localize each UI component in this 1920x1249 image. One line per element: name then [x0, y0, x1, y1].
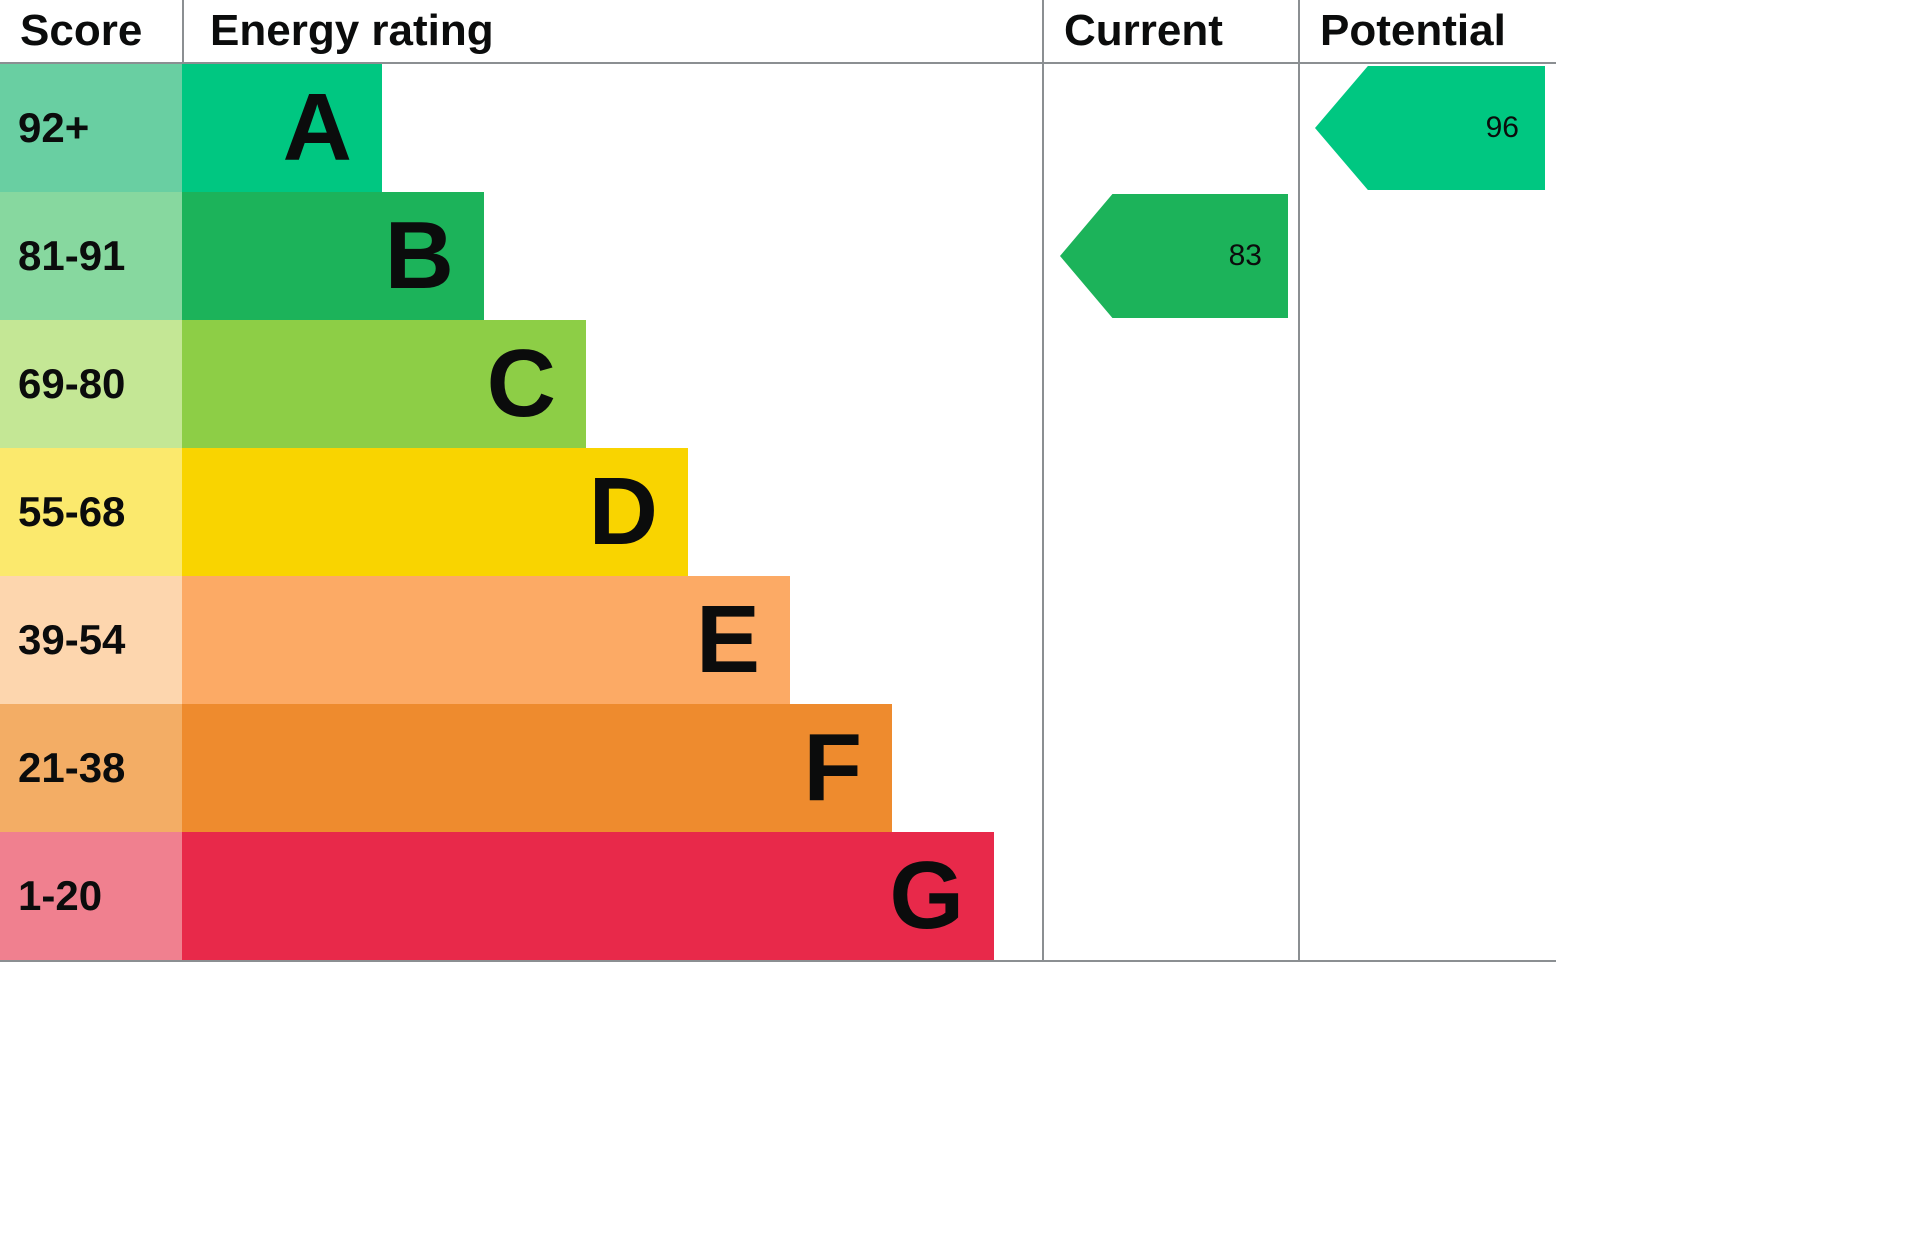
band-row-c: 69-80 C [0, 320, 1556, 448]
potential-rating-arrow: 96 [1315, 66, 1545, 190]
current-cell-g [1042, 832, 1298, 960]
header-current-label: Current [1042, 0, 1298, 62]
band-letter-d: D [588, 458, 658, 565]
band-letter-c: C [486, 330, 556, 437]
rating-bar-d: D [182, 448, 688, 576]
band-letter-g: G [889, 842, 964, 949]
band-score-c: 69-80 [0, 320, 182, 448]
potential-cell-c [1298, 320, 1556, 448]
potential-cell-g [1298, 832, 1556, 960]
band-row-a: 92+ A [0, 64, 1556, 192]
band-letter-b: B [384, 202, 454, 309]
header-potential-label: Potential [1298, 0, 1556, 62]
band-row-g: 1-20 G [0, 832, 1556, 960]
potential-rating-value: 96 [1485, 111, 1519, 144]
current-rating-arrow: 83 [1060, 194, 1288, 318]
header-energy-rating-label: Energy rating [182, 0, 1042, 62]
current-cell-e [1042, 576, 1298, 704]
band-letter-f: F [803, 714, 862, 821]
potential-cell-a [1298, 64, 1556, 192]
band-score-e: 39-54 [0, 576, 182, 704]
potential-cell-d [1298, 448, 1556, 576]
potential-cell-e [1298, 576, 1556, 704]
band-score-d: 55-68 [0, 448, 182, 576]
rating-bar-e: E [182, 576, 790, 704]
current-cell-a [1042, 64, 1298, 192]
band-score-f: 21-38 [0, 704, 182, 832]
header-row: Score Energy rating Current Potential [0, 0, 1556, 64]
rating-bar-a: A [182, 64, 382, 192]
band-score-a: 92+ [0, 64, 182, 192]
band-letter-e: E [695, 586, 760, 693]
band-row-d: 55-68 D [0, 448, 1556, 576]
current-cell-d [1042, 448, 1298, 576]
potential-cell-f [1298, 704, 1556, 832]
epc-energy-rating-chart: Score Energy rating Current Potential 92… [0, 0, 1556, 962]
current-cell-b [1042, 192, 1298, 320]
rating-bar-g: G [182, 832, 994, 960]
band-row-f: 21-38 F [0, 704, 1556, 832]
rating-bar-f: F [182, 704, 892, 832]
epc-chart-body: 92+ A 81-91 B 69-80 [0, 64, 1556, 962]
band-row-e: 39-54 E [0, 576, 1556, 704]
rating-bar-b: B [182, 192, 484, 320]
rating-bar-c: C [182, 320, 586, 448]
header-score-label: Score [20, 6, 143, 55]
band-score-g: 1-20 [0, 832, 182, 960]
current-rating-value: 83 [1228, 239, 1262, 272]
band-letter-a: A [282, 74, 352, 181]
current-cell-f [1042, 704, 1298, 832]
potential-cell-b [1298, 192, 1556, 320]
band-row-b: 81-91 B [0, 192, 1556, 320]
current-cell-c [1042, 320, 1298, 448]
band-score-b: 81-91 [0, 192, 182, 320]
